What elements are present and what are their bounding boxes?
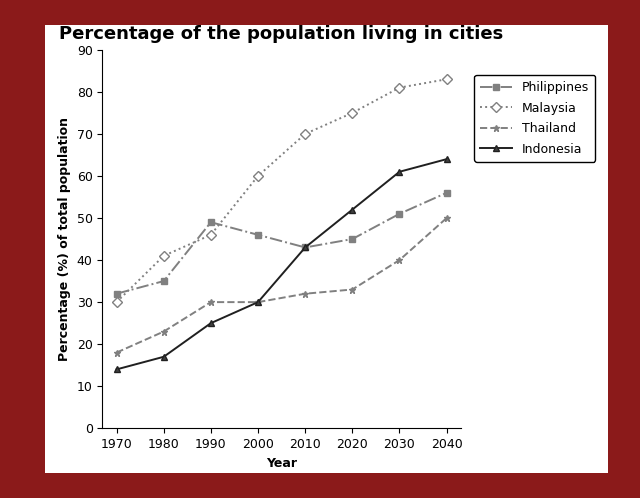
Malaysia [443, 76, 451, 82]
Philippines [113, 291, 120, 297]
Thailand [349, 286, 356, 292]
Philippines [207, 219, 214, 225]
Malaysia [301, 131, 309, 137]
Thailand [301, 291, 309, 297]
Indonesia [254, 299, 262, 305]
Malaysia [349, 110, 356, 116]
Indonesia [301, 245, 309, 250]
Thailand [113, 350, 120, 356]
Indonesia [160, 354, 168, 360]
Indonesia [207, 320, 214, 326]
Indonesia [443, 156, 451, 162]
Philippines [443, 190, 451, 196]
Philippines [254, 232, 262, 238]
Thailand [160, 329, 168, 335]
Malaysia [396, 85, 403, 91]
Line: Philippines: Philippines [113, 189, 450, 297]
Malaysia [160, 253, 168, 259]
Indonesia [113, 367, 120, 373]
Line: Indonesia: Indonesia [113, 156, 450, 373]
Thailand [396, 257, 403, 263]
Title: Percentage of the population living in cities: Percentage of the population living in c… [60, 25, 504, 43]
Philippines [396, 211, 403, 217]
Philippines [160, 278, 168, 284]
Philippines [301, 245, 309, 250]
Line: Malaysia: Malaysia [113, 76, 450, 306]
Thailand [207, 299, 214, 305]
X-axis label: Year: Year [266, 457, 297, 470]
Indonesia [396, 169, 403, 175]
Line: Thailand: Thailand [113, 215, 450, 356]
Y-axis label: Percentage (%) of total population: Percentage (%) of total population [58, 117, 71, 361]
Indonesia [349, 207, 356, 213]
Philippines [349, 236, 356, 242]
Malaysia [113, 299, 120, 305]
Malaysia [207, 232, 214, 238]
Thailand [254, 299, 262, 305]
Legend: Philippines, Malaysia, Thailand, Indonesia: Philippines, Malaysia, Thailand, Indones… [474, 75, 595, 162]
Thailand [443, 215, 451, 221]
Malaysia [254, 173, 262, 179]
